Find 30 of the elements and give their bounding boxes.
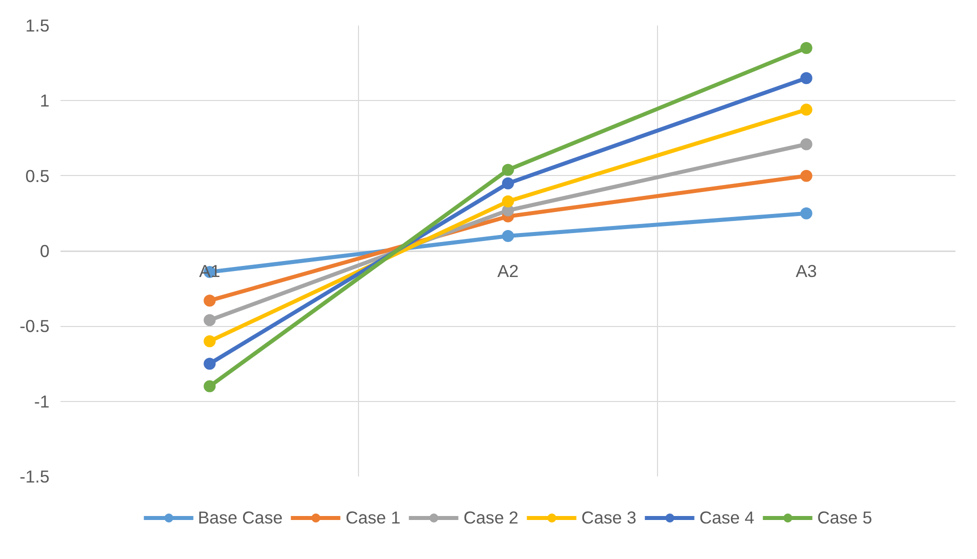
point — [502, 177, 514, 190]
x-tick-label: A3 — [796, 261, 817, 281]
y-tick-label: -0.5 — [20, 316, 50, 336]
legend-label: Case 2 — [464, 507, 518, 528]
point — [204, 314, 216, 326]
point — [204, 358, 216, 370]
y-tick-label: 0.5 — [25, 166, 50, 186]
point — [502, 195, 514, 208]
point — [204, 294, 216, 307]
y-tick-label: -1 — [34, 391, 50, 412]
y-tick-label: -1.5 — [20, 466, 50, 486]
legend-label: Case 1 — [346, 507, 401, 528]
point — [800, 138, 812, 150]
point — [800, 42, 812, 54]
legend-label: Case 5 — [817, 507, 872, 528]
point — [800, 104, 812, 116]
point — [204, 380, 216, 392]
point — [204, 335, 216, 348]
y-tick-label: 1 — [40, 90, 50, 111]
legend-label: Case 4 — [699, 507, 754, 528]
point — [502, 164, 514, 176]
point — [800, 207, 812, 220]
y-tick-label: 0 — [40, 241, 50, 261]
point — [502, 230, 514, 242]
legend-label: Case 3 — [581, 507, 636, 528]
y-tick-label: 1.5 — [25, 16, 50, 36]
x-tick-label: A2 — [497, 261, 519, 281]
point — [800, 170, 812, 182]
legend-label: Base Case — [198, 507, 283, 528]
point — [800, 72, 812, 84]
